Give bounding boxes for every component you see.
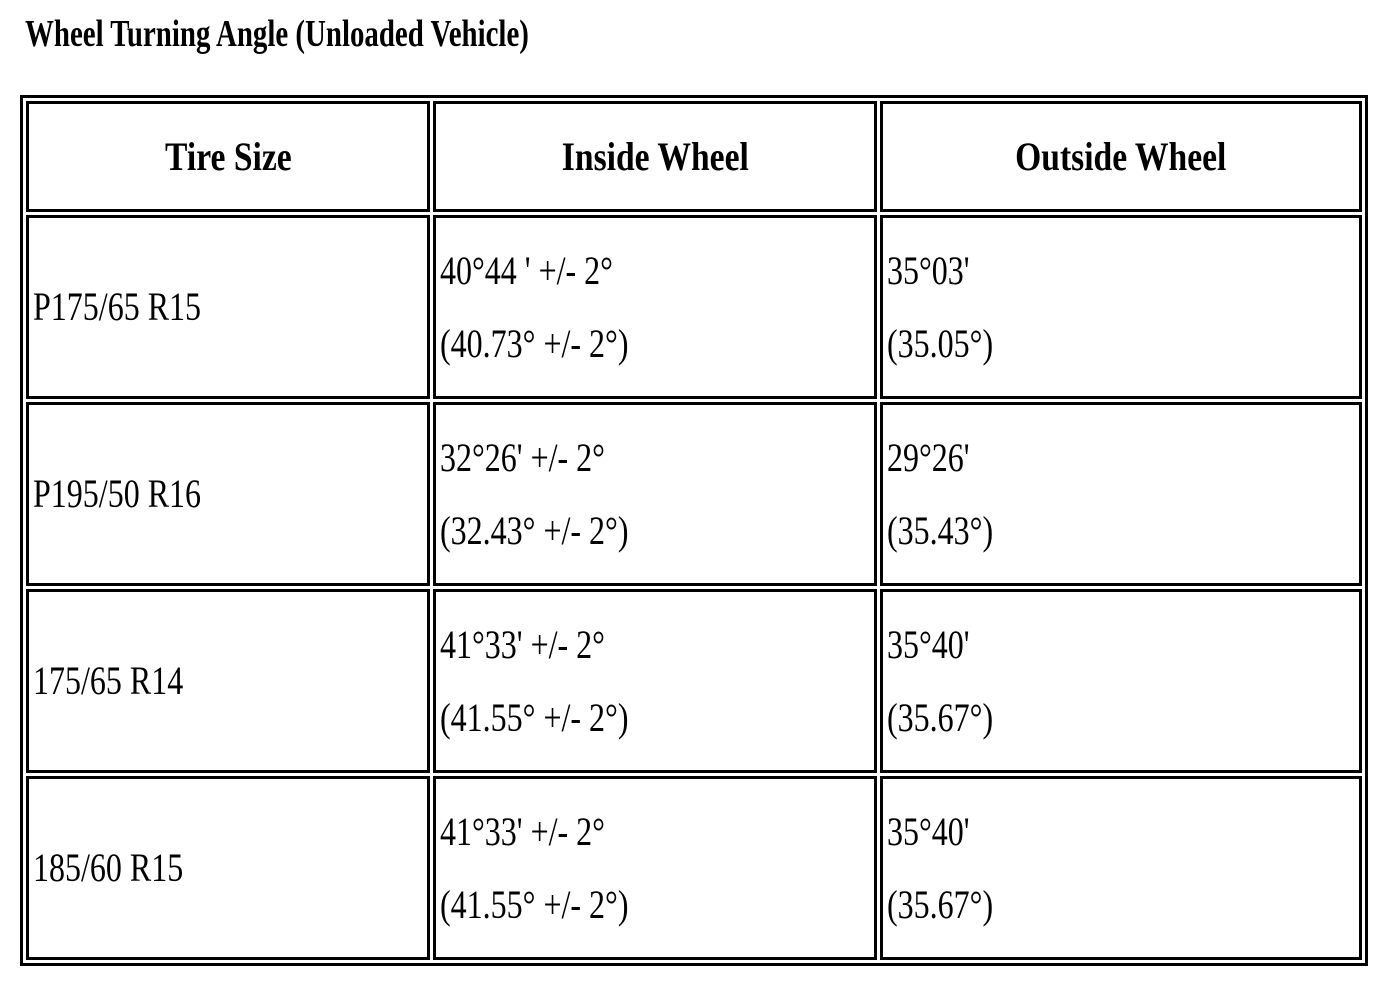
inside-wheel-angle: 32°26' +/- 2° bbox=[440, 434, 605, 480]
table-row-p175-65-r15: P175/65 R15 40°44 ' +/- 2° (40.73° +/- 2… bbox=[26, 215, 1362, 399]
tire-size-cell: 175/65 R14 bbox=[26, 589, 430, 773]
outside-wheel-cell: 35°40' (35.67°) bbox=[880, 776, 1362, 960]
page-title: Wheel Turning Angle (Unloaded Vehicle) bbox=[25, 10, 1392, 58]
outside-wheel-decimal: (35.67°) bbox=[887, 881, 994, 927]
outside-wheel-angle: 35°40' bbox=[887, 808, 970, 854]
inside-wheel-decimal: (41.55° +/- 2°) bbox=[440, 694, 629, 740]
outside-wheel-decimal: (35.43°) bbox=[887, 507, 994, 553]
wheel-turning-angle-table: Tire Size Inside Wheel Outside Wheel P17… bbox=[20, 95, 1368, 966]
inside-wheel-cell: 32°26' +/- 2° (32.43° +/- 2°) bbox=[433, 402, 877, 586]
outside-wheel-cell: 35°40' (35.67°) bbox=[880, 589, 1362, 773]
table-row-p195-50-r16: P195/50 R16 32°26' +/- 2° (32.43° +/- 2°… bbox=[26, 402, 1362, 586]
inside-wheel-decimal: (32.43° +/- 2°) bbox=[440, 507, 629, 553]
inside-wheel-cell: 41°33' +/- 2° (41.55° +/- 2°) bbox=[433, 776, 877, 960]
inside-wheel-angle: 41°33' +/- 2° bbox=[440, 621, 605, 667]
inside-wheel-angle: 40°44 ' +/- 2° bbox=[440, 247, 613, 293]
column-header-tire-size: Tire Size bbox=[26, 101, 430, 212]
outside-wheel-cell: 35°03' (35.05°) bbox=[880, 215, 1362, 399]
outside-wheel-angle: 35°03' bbox=[887, 247, 970, 293]
table-header-row: Tire Size Inside Wheel Outside Wheel bbox=[26, 101, 1362, 212]
tire-size-cell: P195/50 R16 bbox=[26, 402, 430, 586]
column-header-outside-wheel: Outside Wheel bbox=[880, 101, 1362, 212]
page-title-text: Wheel Turning Angle (Unloaded Vehicle) bbox=[25, 13, 529, 55]
tire-size-cell: P175/65 R15 bbox=[26, 215, 430, 399]
table-row-175-65-r14: 175/65 R14 41°33' +/- 2° (41.55° +/- 2°)… bbox=[26, 589, 1362, 773]
inside-wheel-angle: 41°33' +/- 2° bbox=[440, 808, 605, 854]
outside-wheel-decimal: (35.05°) bbox=[887, 320, 994, 366]
outside-wheel-angle: 29°26' bbox=[887, 434, 970, 480]
inside-wheel-cell: 40°44 ' +/- 2° (40.73° +/- 2°) bbox=[433, 215, 877, 399]
inside-wheel-decimal: (41.55° +/- 2°) bbox=[440, 881, 629, 927]
table-row-185-60-r15: 185/60 R15 41°33' +/- 2° (41.55° +/- 2°)… bbox=[26, 776, 1362, 960]
inside-wheel-cell: 41°33' +/- 2° (41.55° +/- 2°) bbox=[433, 589, 877, 773]
column-header-inside-wheel: Inside Wheel bbox=[433, 101, 877, 212]
outside-wheel-cell: 29°26' (35.43°) bbox=[880, 402, 1362, 586]
outside-wheel-angle: 35°40' bbox=[887, 621, 970, 667]
outside-wheel-decimal: (35.67°) bbox=[887, 694, 994, 740]
inside-wheel-decimal: (40.73° +/- 2°) bbox=[440, 320, 629, 366]
tire-size-cell: 185/60 R15 bbox=[26, 776, 430, 960]
